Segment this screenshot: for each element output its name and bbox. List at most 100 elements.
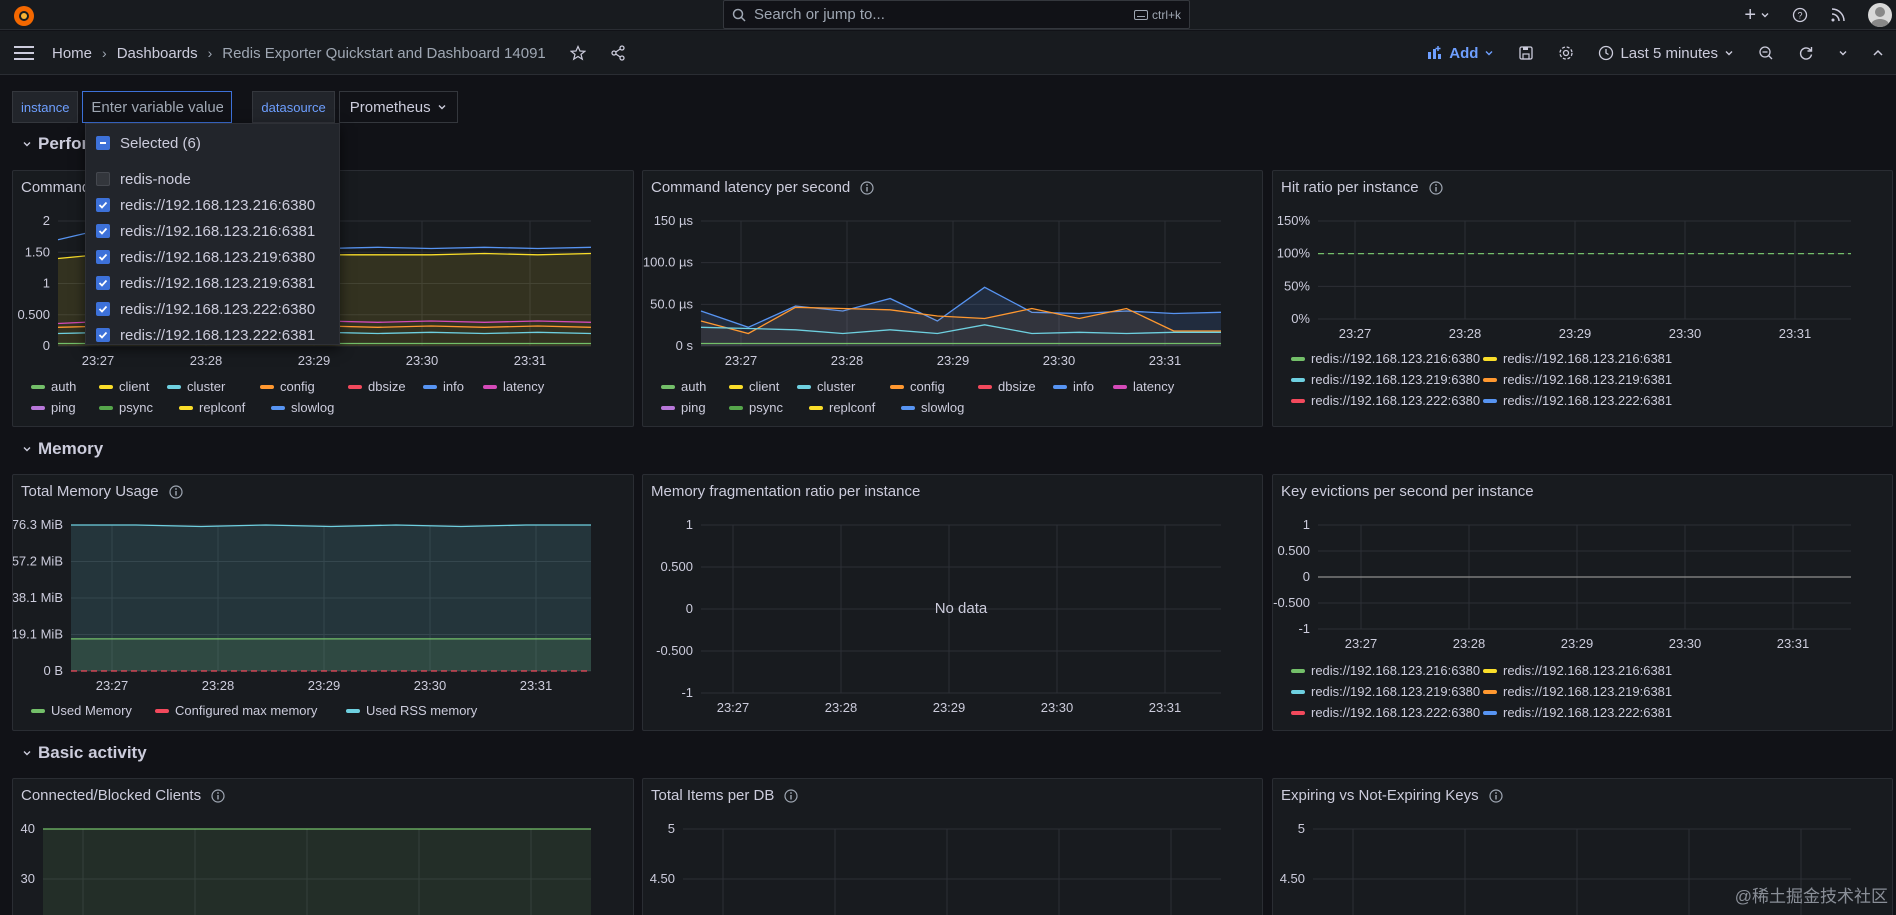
save-dashboard-button[interactable] <box>1506 31 1546 75</box>
panel-connected-clients[interactable]: 40302023:2723:2823:2923:3023:31Connected… <box>12 778 634 915</box>
menu-icon[interactable] <box>14 45 34 61</box>
checkbox-checked-icon[interactable] <box>96 250 110 264</box>
option-item[interactable]: redis://192.168.123.216:6381 <box>86 218 339 244</box>
new-menu-button[interactable]: + <box>1744 4 1770 27</box>
panel-hit-ratio[interactable]: 150% 100% 50% 0% 23:27 23:28 23:29 23:30 23:31 Hi… <box>1272 170 1893 427</box>
help-icon[interactable]: ? <box>1792 7 1808 23</box>
panel-total-memory[interactable]: 76.3 MiB 57.2 MiB 38.1 MiB 19.1 MiB 0 B 23:27… <box>12 474 634 731</box>
legend-item[interactable]: redis://192.168.123.219:6381 <box>1483 372 1672 387</box>
legend-item[interactable]: psync <box>729 400 783 415</box>
legend-item[interactable]: auth <box>661 379 706 394</box>
checkbox-checked-icon[interactable] <box>96 328 110 342</box>
option-item[interactable]: redis-node <box>86 166 339 192</box>
breadcrumb-dashboards[interactable]: Dashboards <box>116 44 198 62</box>
legend-item[interactable]: slowlog <box>901 400 964 415</box>
legend-item[interactable]: client <box>99 379 149 394</box>
legend-item[interactable]: redis://192.168.123.219:6380 <box>1291 684 1480 699</box>
share-icon[interactable] <box>610 45 626 61</box>
legend-swatch <box>901 405 915 410</box>
collapse-toolbar-button[interactable] <box>1860 31 1896 75</box>
legend-item[interactable]: redis://192.168.123.219:6380 <box>1291 372 1480 387</box>
legend-item[interactable]: slowlog <box>271 400 334 415</box>
legend-item[interactable]: dbsize <box>978 379 1036 394</box>
time-range-picker[interactable]: Last 5 minutes <box>1586 31 1746 75</box>
legend-item[interactable]: redis://192.168.123.216:6380 <box>1291 663 1480 678</box>
settings-button[interactable] <box>1546 31 1586 75</box>
checkbox-checked-icon[interactable] <box>96 198 110 212</box>
info-icon[interactable] <box>1428 180 1443 195</box>
breadcrumb-home[interactable]: Home <box>52 44 93 62</box>
legend-item[interactable]: info <box>423 379 464 394</box>
legend-item[interactable]: redis://192.168.123.216:6381 <box>1483 351 1672 366</box>
legend-item[interactable]: config <box>260 379 315 394</box>
y-tick-label: 150 µs <box>654 213 694 228</box>
legend-item[interactable]: latency <box>483 379 544 394</box>
search-box[interactable]: Search or jump to... ctrl+k <box>723 0 1190 29</box>
instance-variable-input[interactable] <box>82 91 233 123</box>
legend-item[interactable]: redis://192.168.123.222:6381 <box>1483 393 1672 408</box>
legend-item[interactable]: cluster <box>167 379 225 394</box>
legend-label: replconf <box>199 400 246 415</box>
zoom-out-button[interactable] <box>1746 31 1786 75</box>
legend-item[interactable]: replconf <box>809 400 875 415</box>
legend-item[interactable]: redis://192.168.123.222:6380 <box>1291 393 1480 408</box>
refresh-button[interactable] <box>1786 31 1826 75</box>
option-item[interactable]: redis://192.168.123.219:6381 <box>86 270 339 296</box>
legend-item[interactable]: Used Memory <box>31 703 132 718</box>
row-memory-header[interactable]: Memory <box>22 439 103 459</box>
legend-item[interactable]: redis://192.168.123.222:6381 <box>1483 705 1672 720</box>
legend-item[interactable]: redis://192.168.123.216:6381 <box>1483 663 1672 678</box>
legend-swatch <box>1483 668 1497 673</box>
news-feed-icon[interactable] <box>1830 7 1846 23</box>
grafana-logo-icon[interactable] <box>12 4 36 28</box>
option-item[interactable]: redis://192.168.123.216:6380 <box>86 192 339 218</box>
user-avatar[interactable] <box>1868 3 1892 27</box>
info-icon[interactable] <box>1488 788 1503 803</box>
x-tick-label: 23:31 <box>1149 700 1182 715</box>
legend-swatch <box>346 708 360 713</box>
legend-item[interactable]: Used RSS memory <box>346 703 477 718</box>
panel-command-latency[interactable]: 150 µs 100.0 µs 50.0 µs 0 s 23:27 23:28 23:29 2… <box>642 170 1263 427</box>
panel-memory-fragmentation[interactable]: 1 0.500 0 -0.500 -1 23:27 23:28 23:29 23:30 23:31… <box>642 474 1263 731</box>
y-tick-label: 0% <box>1291 311 1310 326</box>
add-button[interactable]: Add <box>1415 31 1506 75</box>
info-icon[interactable] <box>211 788 225 803</box>
select-all-toggle[interactable]: Selected (6) <box>86 130 339 156</box>
datasource-select[interactable]: Prometheus <box>338 91 458 123</box>
panel-key-evictions[interactable]: 1 0.500 0 -0.500 -1 23:27 23:28 23:29 23:30 23:31… <box>1272 474 1893 731</box>
row-basic-activity-header[interactable]: Basic activity <box>22 743 147 763</box>
checkbox-checked-icon[interactable] <box>96 302 110 316</box>
info-icon[interactable] <box>168 484 183 499</box>
legend-item[interactable]: latency <box>1113 379 1174 394</box>
option-item[interactable]: redis://192.168.123.222:6381 <box>86 322 339 348</box>
option-item[interactable]: redis://192.168.123.219:6380 <box>86 244 339 270</box>
y-tick-label: 2 <box>43 213 50 228</box>
legend-item[interactable]: ping <box>661 400 706 415</box>
legend-item[interactable]: client <box>729 379 779 394</box>
legend-item[interactable]: info <box>1053 379 1094 394</box>
legend-item[interactable]: psync <box>99 400 153 415</box>
option-item[interactable]: redis://192.168.123.222:6380 <box>86 296 339 322</box>
checkbox-icon[interactable] <box>96 172 110 186</box>
legend-item[interactable]: cluster <box>797 379 855 394</box>
legend-item[interactable]: auth <box>31 379 76 394</box>
legend-item[interactable]: dbsize <box>348 379 406 394</box>
info-icon[interactable] <box>784 788 798 803</box>
legend-item[interactable]: config <box>890 379 945 394</box>
checkbox-checked-icon[interactable] <box>96 224 110 238</box>
legend-item[interactable]: redis://192.168.123.222:6380 <box>1291 705 1480 720</box>
legend-item[interactable]: redis://192.168.123.219:6381 <box>1483 684 1672 699</box>
refresh-interval-dropdown[interactable] <box>1826 31 1860 75</box>
legend-item[interactable]: Configured max memory <box>155 703 317 718</box>
legend-item[interactable]: ping <box>31 400 76 415</box>
legend-label: auth <box>681 379 707 394</box>
y-tick-label: 0.500 <box>1277 543 1310 558</box>
info-icon[interactable] <box>860 180 874 195</box>
star-icon[interactable] <box>569 45 586 61</box>
legend-item[interactable]: replconf <box>179 400 245 415</box>
panel-expiring-keys[interactable]: 54.50423:2723:2823:2923:3023:31Expiring … <box>1272 778 1893 915</box>
checkbox-checked-icon[interactable] <box>96 276 110 290</box>
legend-item[interactable]: redis://192.168.123.216:6380 <box>1291 351 1480 366</box>
